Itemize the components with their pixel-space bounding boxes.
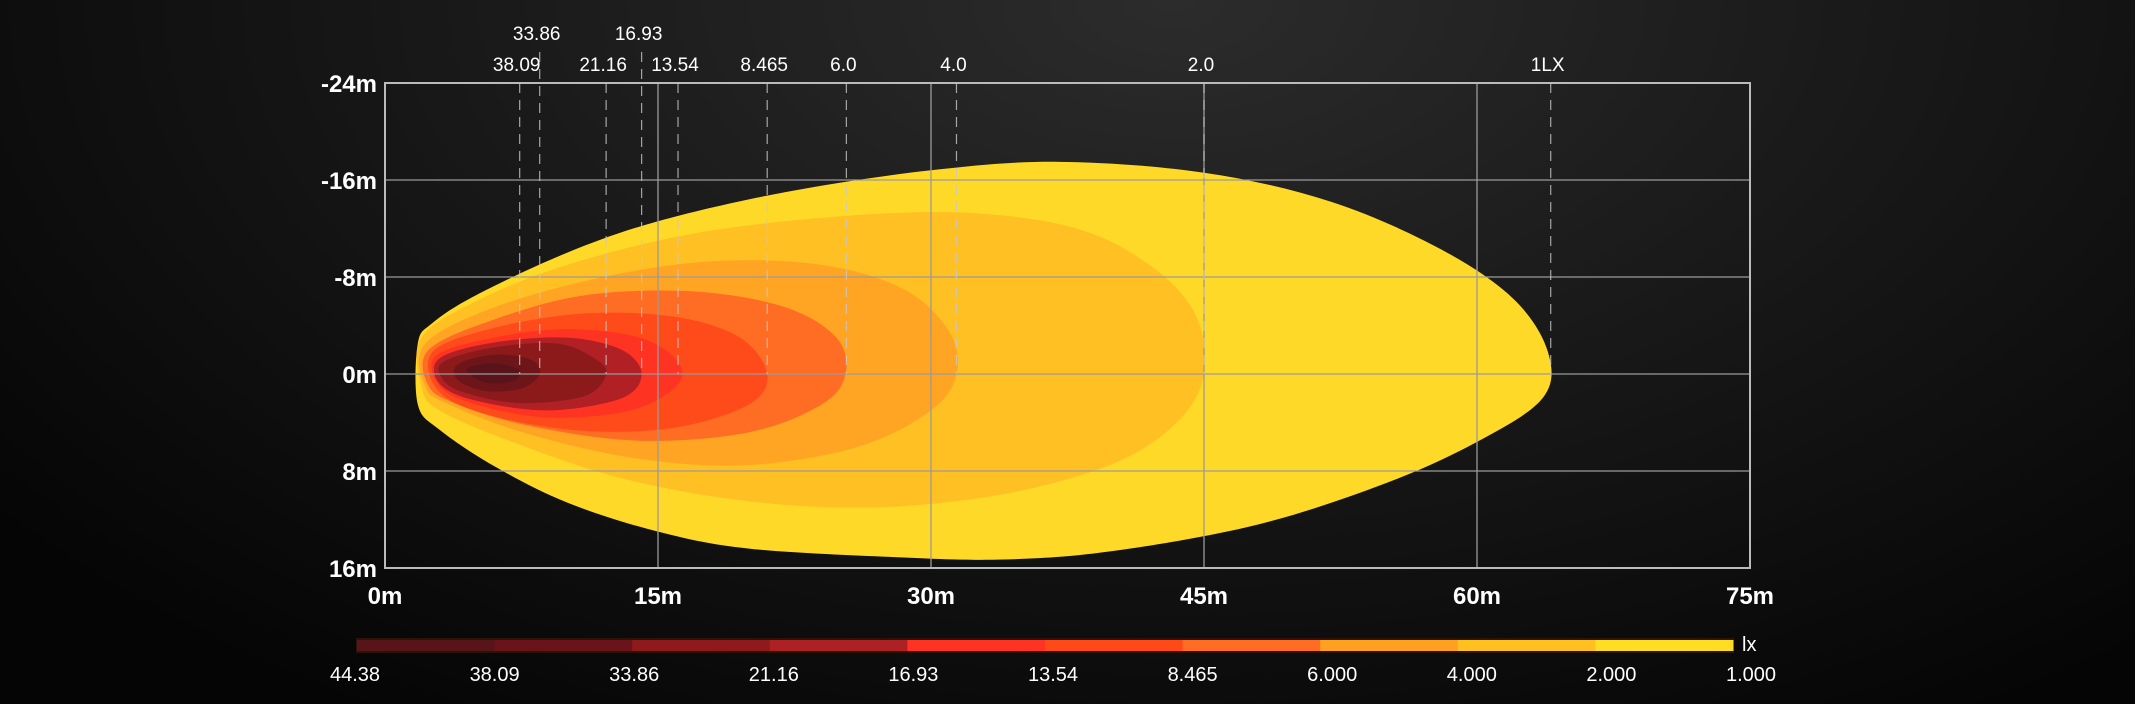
- legend-swatch: [632, 640, 771, 651]
- plot-border: [384, 82, 1751, 569]
- x-tick-label: 60m: [1453, 583, 1501, 610]
- legend-swatch: [907, 640, 1046, 651]
- x-tick-label: 15m: [634, 583, 682, 610]
- legend-swatch: [1320, 640, 1459, 651]
- axis-labels: 0m 15m 30m 45m 60m 75m -24m -16m -8m 0m 8m 16m: [321, 71, 1774, 610]
- x-tick-label: 0m: [368, 583, 403, 610]
- y-tick-label: 16m: [329, 556, 377, 583]
- legend-label: 2.000: [1586, 664, 1636, 686]
- legend-label: 38.09: [470, 664, 520, 686]
- legend-swatch: [1182, 640, 1321, 651]
- isolux-marker-label: 8.465: [740, 55, 788, 76]
- y-tick-label: 0m: [342, 362, 377, 389]
- legend-swatch: [769, 640, 908, 651]
- legend-label: 16.93: [888, 664, 938, 686]
- y-tick-label: -16m: [321, 168, 377, 195]
- isolux-marker-label: 21.16: [579, 55, 627, 76]
- legend-label: 33.86: [609, 664, 659, 686]
- legend-swatch: [357, 640, 496, 651]
- legend-swatch: [1457, 640, 1596, 651]
- legend-swatch: [1045, 640, 1184, 651]
- x-tick-label: 75m: [1726, 583, 1774, 610]
- legend-label: 8.465: [1168, 664, 1218, 686]
- legend-label: 44.38: [330, 664, 380, 686]
- isolux-marker-label: 6.0: [830, 55, 856, 76]
- color-legend: 44.38 38.09 33.86 21.16 16.93 13.54 8.465 6.000…: [330, 634, 1776, 686]
- legend-label: 4.000: [1447, 664, 1497, 686]
- isolux-marker-label: 1LX: [1531, 55, 1565, 76]
- isolux-marker-layer: 38.09 33.86 21.16 16.93 13.54 8.465 6.0 4.0 2.0 1…: [493, 24, 1565, 374]
- x-tick-label: 45m: [1180, 583, 1228, 610]
- isolux-marker-label: 13.54: [651, 55, 699, 76]
- isolux-marker-label: 2.0: [1188, 55, 1214, 76]
- isolux-marker-label: 16.93: [615, 24, 663, 45]
- isolux-marker-label: 38.09: [493, 55, 541, 76]
- grid-layer: [384, 82, 1751, 569]
- legend-unit: lx: [1742, 634, 1756, 656]
- contour-38.09lx: [466, 363, 521, 384]
- y-tick-label: 8m: [342, 459, 377, 486]
- legend-swatch: [494, 640, 633, 651]
- legend-label: 6.000: [1307, 664, 1357, 686]
- y-tick-label: -8m: [334, 265, 377, 292]
- isolux-marker-label: 33.86: [513, 24, 561, 45]
- legend-label: 1.000: [1726, 664, 1776, 686]
- contour-layer: [415, 161, 1552, 560]
- legend-label: 21.16: [749, 664, 799, 686]
- x-tick-label: 30m: [907, 583, 955, 610]
- isolux-marker-label: 4.0: [940, 55, 966, 76]
- legend-label: 13.54: [1028, 664, 1078, 686]
- y-tick-label: -24m: [321, 71, 377, 98]
- legend-swatch: [1595, 640, 1734, 651]
